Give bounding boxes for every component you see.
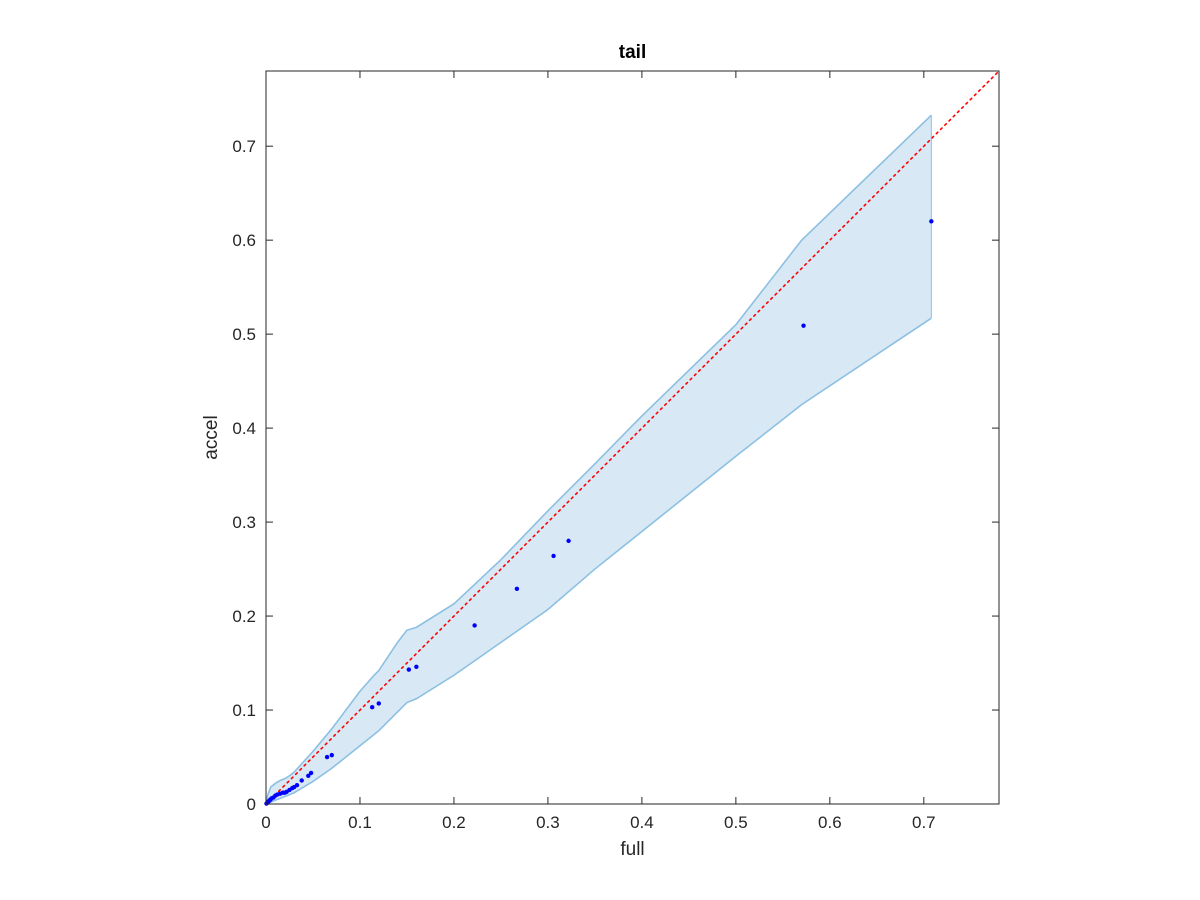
x-axis-ticks: 0 0.1 0.2 0.3 0.4 0.5 0.6 0.7 bbox=[261, 71, 936, 832]
y-tick-label: 0 bbox=[247, 795, 256, 814]
data-point bbox=[566, 538, 571, 544]
y-axis-ticks: 0 0.1 0.2 0.3 0.4 0.5 0.6 0.7 bbox=[232, 137, 999, 814]
data-point bbox=[551, 553, 556, 559]
x-tick-label: 0.5 bbox=[724, 813, 748, 832]
data-point bbox=[929, 219, 934, 224]
x-axis-label: full bbox=[620, 839, 644, 860]
band-upper-line bbox=[265, 114, 932, 805]
x-tick-label: 0.1 bbox=[348, 813, 372, 832]
data-point bbox=[369, 705, 375, 710]
reference-line-layer bbox=[265, 70, 1000, 805]
data-point bbox=[414, 664, 419, 669]
data-point bbox=[514, 586, 520, 591]
data-point bbox=[472, 623, 477, 628]
data-point bbox=[294, 783, 300, 788]
plot-area-box bbox=[265, 70, 1000, 805]
y-tick-label: 0.3 bbox=[232, 513, 256, 532]
data-point bbox=[801, 323, 806, 328]
data-point bbox=[406, 667, 412, 672]
y-tick-label: 0.2 bbox=[232, 607, 256, 626]
x-tick-label: 0.2 bbox=[442, 813, 466, 832]
band-lower-line bbox=[265, 317, 932, 805]
y-tick-label: 0.7 bbox=[232, 137, 256, 156]
data-point bbox=[329, 752, 334, 758]
reference-line bbox=[265, 70, 1000, 805]
data-point bbox=[324, 754, 330, 760]
data-point bbox=[299, 778, 304, 783]
x-tick-label: 0.4 bbox=[630, 813, 654, 832]
x-tick-label: 0.3 bbox=[536, 813, 560, 832]
data-point bbox=[308, 770, 314, 776]
x-tick-label: 0.7 bbox=[912, 813, 936, 832]
data-point bbox=[376, 701, 381, 706]
y-tick-label: 0.4 bbox=[232, 419, 256, 438]
data-points bbox=[264, 219, 934, 806]
y-tick-label: 0.1 bbox=[232, 701, 256, 720]
x-tick-label: 0.6 bbox=[818, 813, 842, 832]
y-axis-label: accel bbox=[201, 415, 222, 459]
confidence-band bbox=[265, 114, 932, 805]
y-tick-label: 0.6 bbox=[232, 231, 256, 250]
data-point bbox=[306, 773, 311, 779]
chart-title: tail bbox=[619, 42, 646, 63]
y-tick-label: 0.5 bbox=[232, 325, 256, 344]
x-tick-label: 0 bbox=[261, 813, 270, 832]
